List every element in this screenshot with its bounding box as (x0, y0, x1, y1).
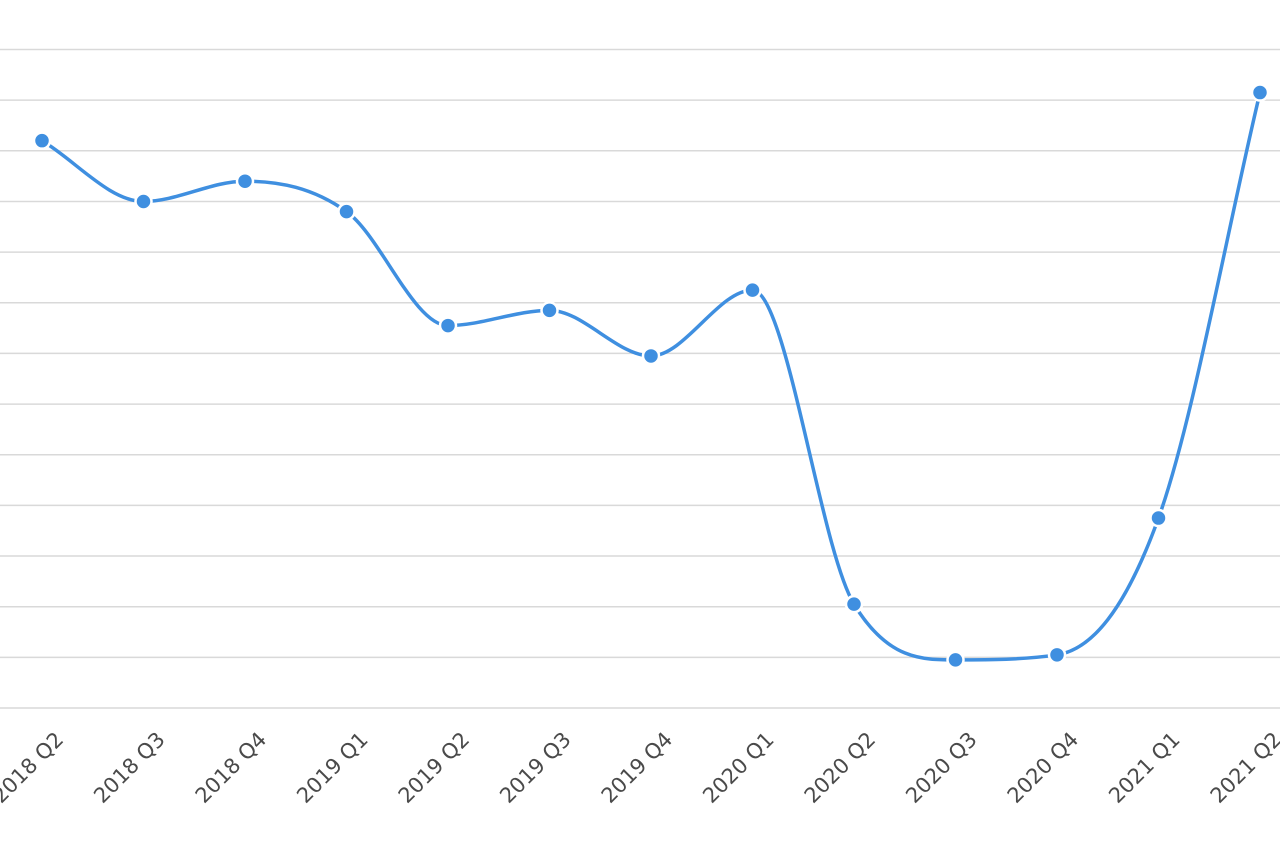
x-tick-label: 2019 Q1 (292, 727, 373, 808)
data-point-2020-q3 (946, 650, 965, 670)
x-axis-tick-labels: 2018 Q2 2018 Q3 2018 Q4 2019 Q1 2019 Q2 2019 … (0, 727, 1280, 808)
data-point-2021-q2 (1250, 83, 1270, 102)
x-tick-label: 2020 Q3 (901, 727, 982, 808)
data-point-2021-q1 (1149, 508, 1168, 528)
data-points (32, 83, 1270, 670)
x-tick-label: 2021 Q2 (1206, 727, 1280, 808)
x-tick-label: 2020 Q1 (698, 727, 779, 808)
data-point-2018-q4 (235, 171, 255, 191)
data-point-2020-q2 (844, 594, 864, 614)
x-tick-label: 2021 Q1 (1104, 727, 1185, 808)
data-point-2019-q4 (641, 346, 661, 366)
x-tick-label: 2018 Q2 (0, 727, 68, 808)
x-tick-label: 2019 Q4 (597, 727, 678, 808)
data-point-2019-q3 (540, 301, 559, 320)
series-line (40, 90, 1262, 662)
x-tick-label: 2019 Q2 (394, 727, 475, 808)
x-tick-label: 2020 Q4 (1003, 727, 1084, 808)
data-point-2018-q2 (32, 131, 52, 150)
x-tick-label: 2020 Q2 (800, 727, 881, 808)
x-tick-label: 2018 Q4 (191, 727, 272, 808)
data-point-2018-q3 (134, 192, 153, 211)
data-point-2020-q1 (743, 280, 762, 300)
gridlines (0, 48, 1280, 709)
data-point-2019-q2 (438, 316, 458, 335)
data-point-2020-q4 (1047, 645, 1067, 665)
x-tick-label: 2019 Q3 (495, 727, 576, 808)
x-tick-label: 2018 Q3 (89, 727, 170, 808)
data-point-2019-q1 (337, 202, 356, 221)
